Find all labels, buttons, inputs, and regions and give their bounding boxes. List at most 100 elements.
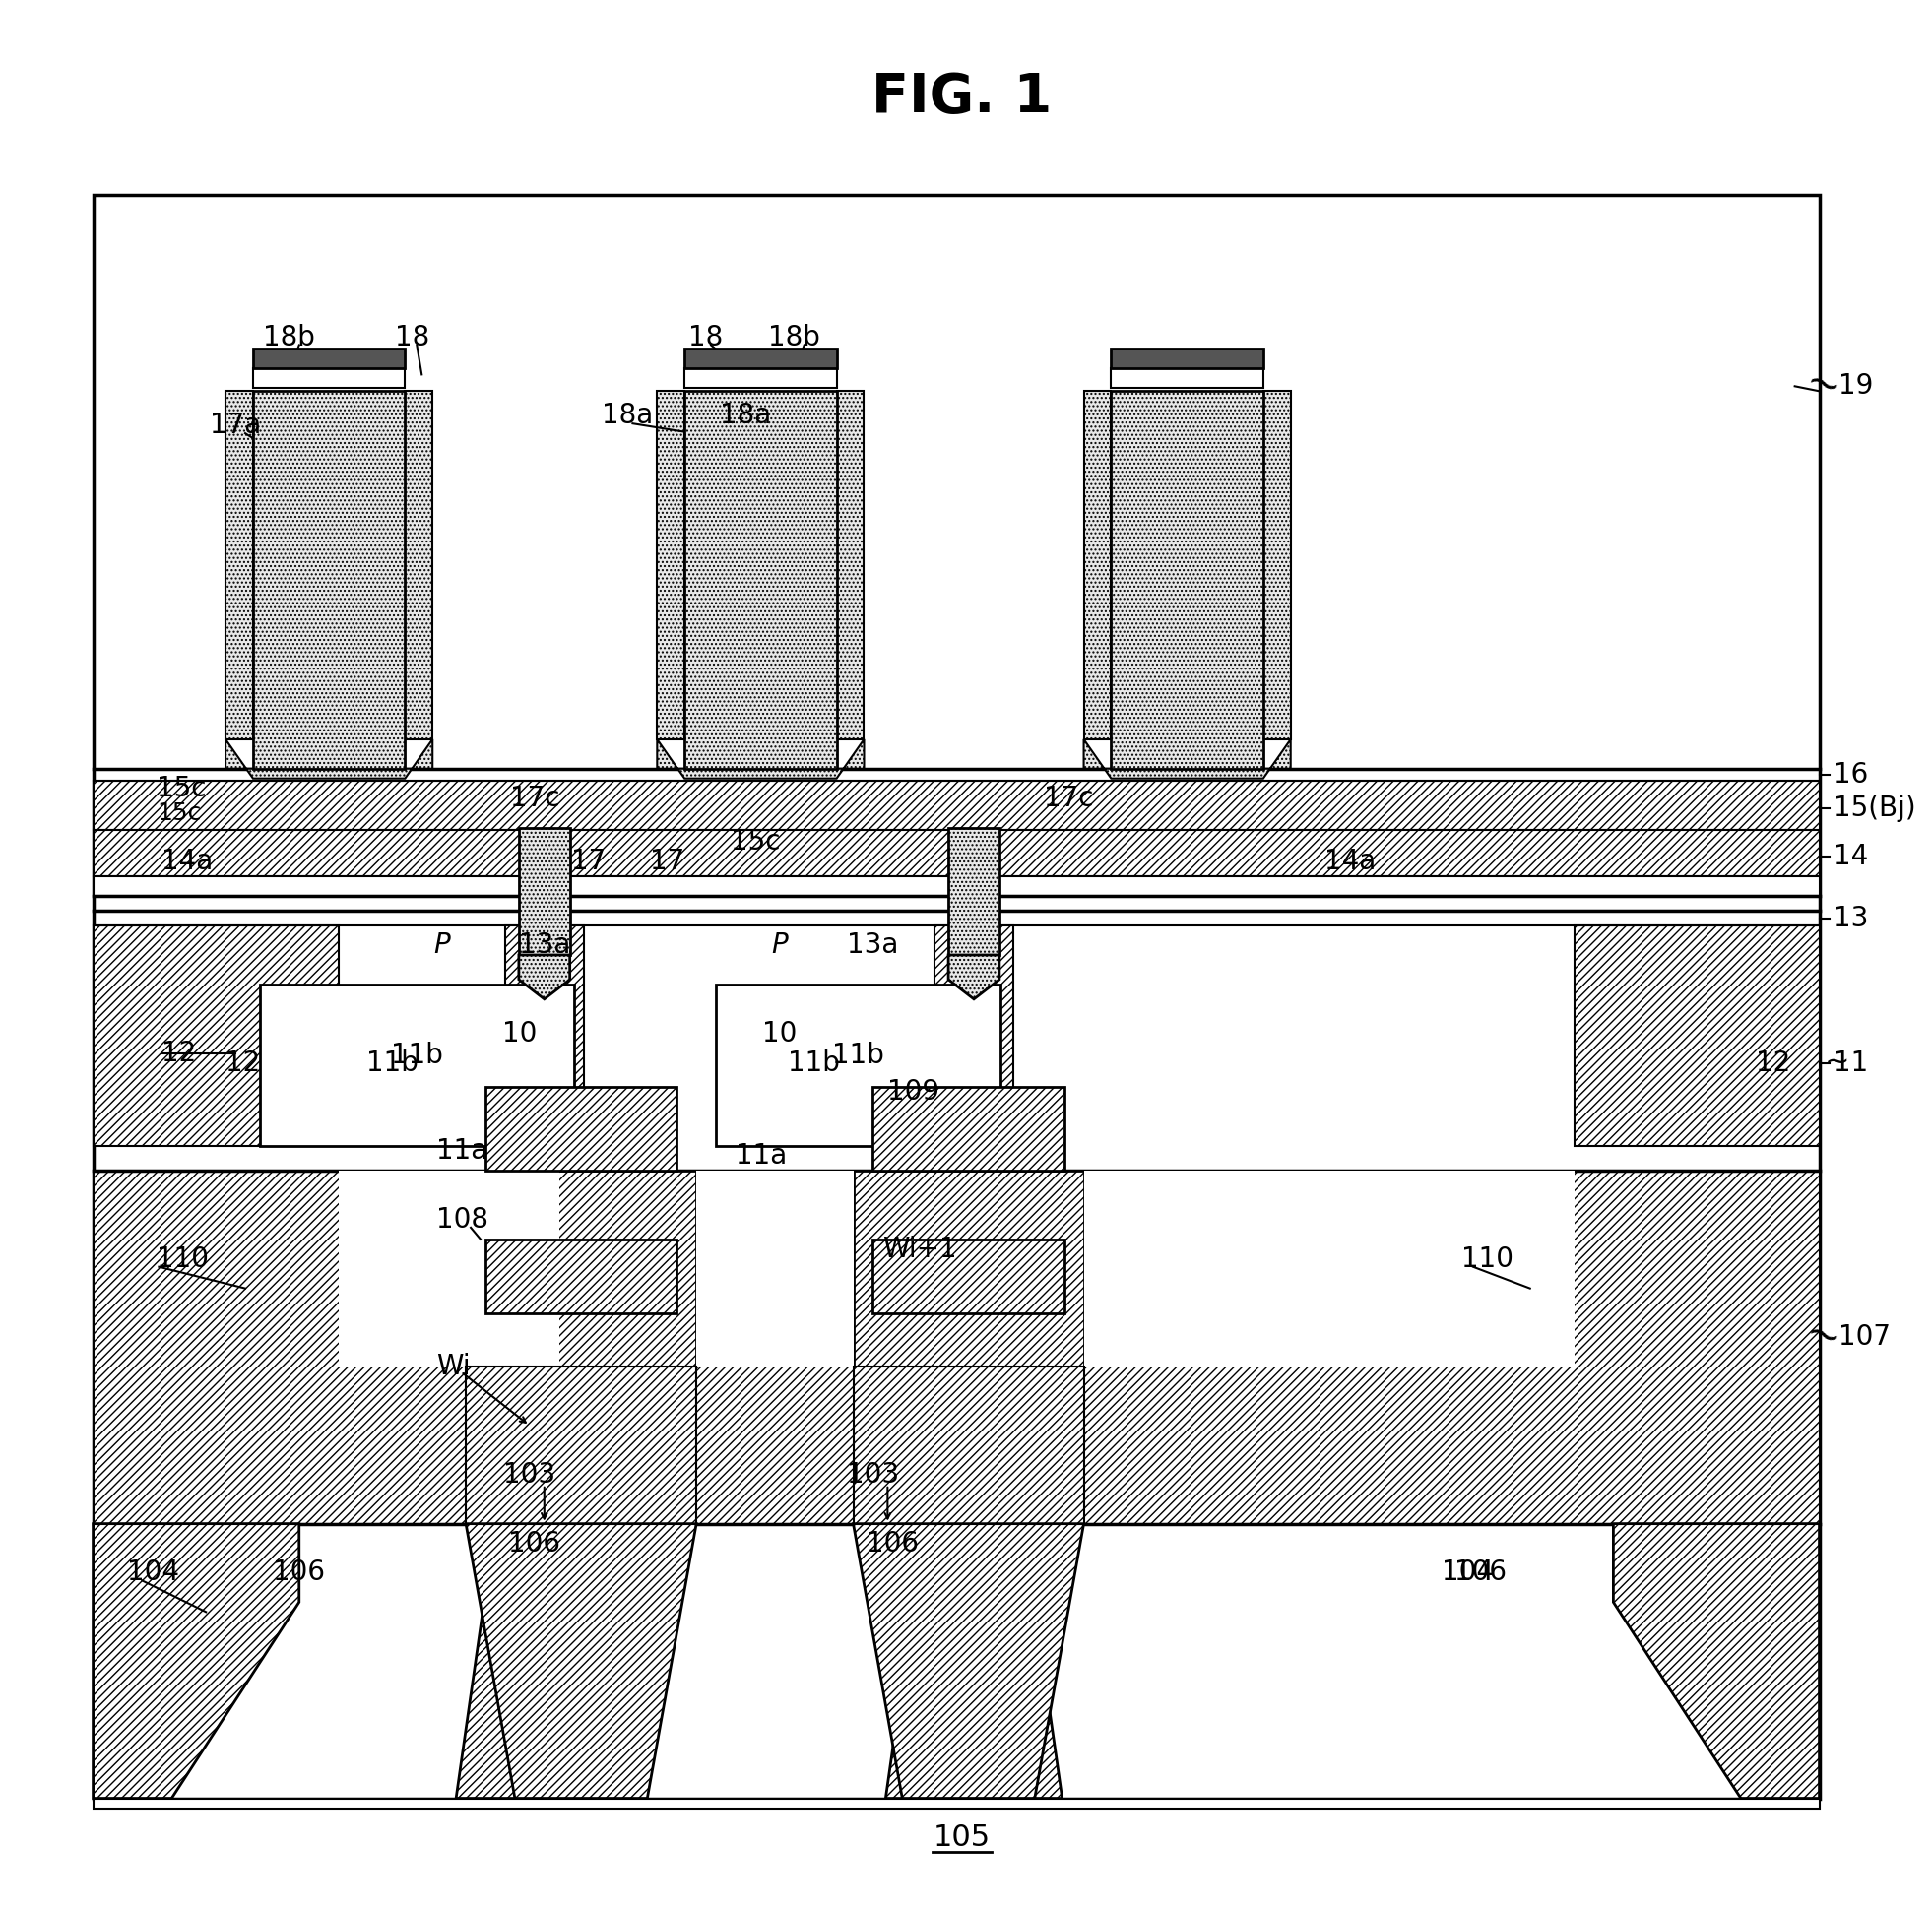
Bar — [520, 828, 570, 956]
Polygon shape — [657, 738, 864, 778]
Text: 18: 18 — [690, 324, 723, 351]
Bar — [949, 828, 999, 956]
Bar — [93, 195, 1820, 1797]
Polygon shape — [466, 1524, 696, 1797]
Text: 109: 109 — [887, 1078, 939, 1107]
Bar — [696, 1172, 854, 1366]
Polygon shape — [226, 738, 433, 778]
Polygon shape — [949, 956, 999, 1000]
Bar — [1575, 925, 1820, 1147]
Bar — [1084, 1172, 1575, 1366]
Bar — [93, 876, 1820, 897]
Bar — [93, 1172, 1820, 1524]
Polygon shape — [456, 1524, 632, 1797]
Bar — [1264, 391, 1291, 738]
Text: 18b: 18b — [263, 324, 315, 351]
Text: 19: 19 — [1839, 372, 1874, 401]
Text: ~: ~ — [1801, 1313, 1847, 1362]
Bar — [873, 1240, 1065, 1313]
Text: 14a: 14a — [1323, 847, 1376, 876]
Text: 103: 103 — [846, 1462, 898, 1488]
Bar — [93, 830, 1820, 876]
Bar — [717, 985, 1001, 1147]
Bar — [93, 925, 338, 1147]
Polygon shape — [854, 1524, 1084, 1797]
Bar — [684, 391, 837, 769]
Text: 106: 106 — [866, 1530, 918, 1557]
Text: Wi+1: Wi+1 — [883, 1234, 956, 1263]
Bar — [657, 391, 684, 738]
Text: 106: 106 — [508, 1530, 560, 1557]
Bar — [1111, 391, 1264, 769]
Text: 12: 12 — [226, 1049, 261, 1076]
Bar — [466, 1172, 696, 1366]
Text: 13: 13 — [1833, 904, 1868, 933]
Polygon shape — [1084, 738, 1291, 778]
Text: 110: 110 — [1461, 1246, 1513, 1273]
Text: 17: 17 — [649, 847, 684, 876]
Text: 15c: 15c — [156, 775, 207, 801]
Text: 17: 17 — [572, 847, 607, 876]
Text: 14: 14 — [1833, 843, 1868, 870]
Bar — [226, 391, 253, 738]
Bar — [406, 391, 433, 738]
Bar — [873, 1088, 1065, 1172]
Text: 104: 104 — [128, 1559, 180, 1587]
Bar — [1084, 391, 1111, 738]
Bar — [261, 985, 574, 1147]
Bar — [466, 1366, 696, 1524]
Bar — [684, 349, 837, 368]
Text: P: P — [771, 931, 788, 960]
Bar — [1111, 349, 1264, 368]
Text: 11b: 11b — [390, 1042, 442, 1068]
Polygon shape — [93, 1524, 299, 1797]
Bar — [93, 780, 1820, 830]
Text: 17a: 17a — [211, 412, 261, 439]
Text: 104: 104 — [1441, 1559, 1493, 1587]
Text: 18b: 18b — [769, 324, 821, 351]
Text: 10: 10 — [502, 1019, 537, 1047]
Text: 18: 18 — [394, 324, 429, 351]
Text: 11a: 11a — [736, 1143, 786, 1170]
Text: 13a: 13a — [846, 931, 898, 960]
Text: 11b: 11b — [788, 1049, 840, 1076]
Text: 17c: 17c — [1043, 784, 1094, 813]
Text: 18a: 18a — [719, 403, 771, 429]
Bar — [1111, 368, 1264, 387]
Text: 106: 106 — [1455, 1559, 1507, 1587]
Bar — [854, 1366, 1084, 1524]
Bar — [935, 925, 1012, 1194]
Bar — [504, 925, 583, 1194]
Text: 14a: 14a — [162, 847, 213, 876]
Text: 10: 10 — [763, 1019, 798, 1047]
Bar — [338, 1172, 558, 1366]
Text: 16: 16 — [1833, 761, 1868, 788]
Bar — [684, 368, 837, 387]
Text: 15(Bj): 15(Bj) — [1833, 794, 1917, 822]
Text: 11b: 11b — [367, 1049, 419, 1076]
Polygon shape — [885, 1524, 1063, 1797]
Text: 12: 12 — [162, 1040, 197, 1067]
Text: 105: 105 — [933, 1824, 991, 1853]
Text: 108: 108 — [437, 1206, 489, 1233]
Text: 11a: 11a — [437, 1137, 489, 1166]
Text: Wi: Wi — [437, 1353, 471, 1381]
Text: 17c: 17c — [510, 784, 560, 813]
Text: 13a: 13a — [518, 931, 570, 960]
Bar — [253, 391, 406, 769]
Text: 15c: 15c — [156, 801, 201, 824]
Text: 110: 110 — [156, 1246, 209, 1273]
Bar — [485, 1240, 676, 1313]
Text: 15c: 15c — [730, 828, 781, 857]
Bar — [485, 1088, 676, 1172]
Text: 11: 11 — [1833, 1049, 1868, 1076]
Text: 18a: 18a — [603, 403, 653, 429]
Text: 103: 103 — [504, 1462, 556, 1488]
Bar — [253, 349, 406, 368]
Bar — [854, 1172, 1084, 1366]
Text: ~: ~ — [1824, 1049, 1849, 1078]
Text: ~: ~ — [1801, 361, 1847, 412]
Text: 106: 106 — [272, 1559, 325, 1587]
Polygon shape — [1613, 1524, 1820, 1797]
Bar — [253, 368, 406, 387]
